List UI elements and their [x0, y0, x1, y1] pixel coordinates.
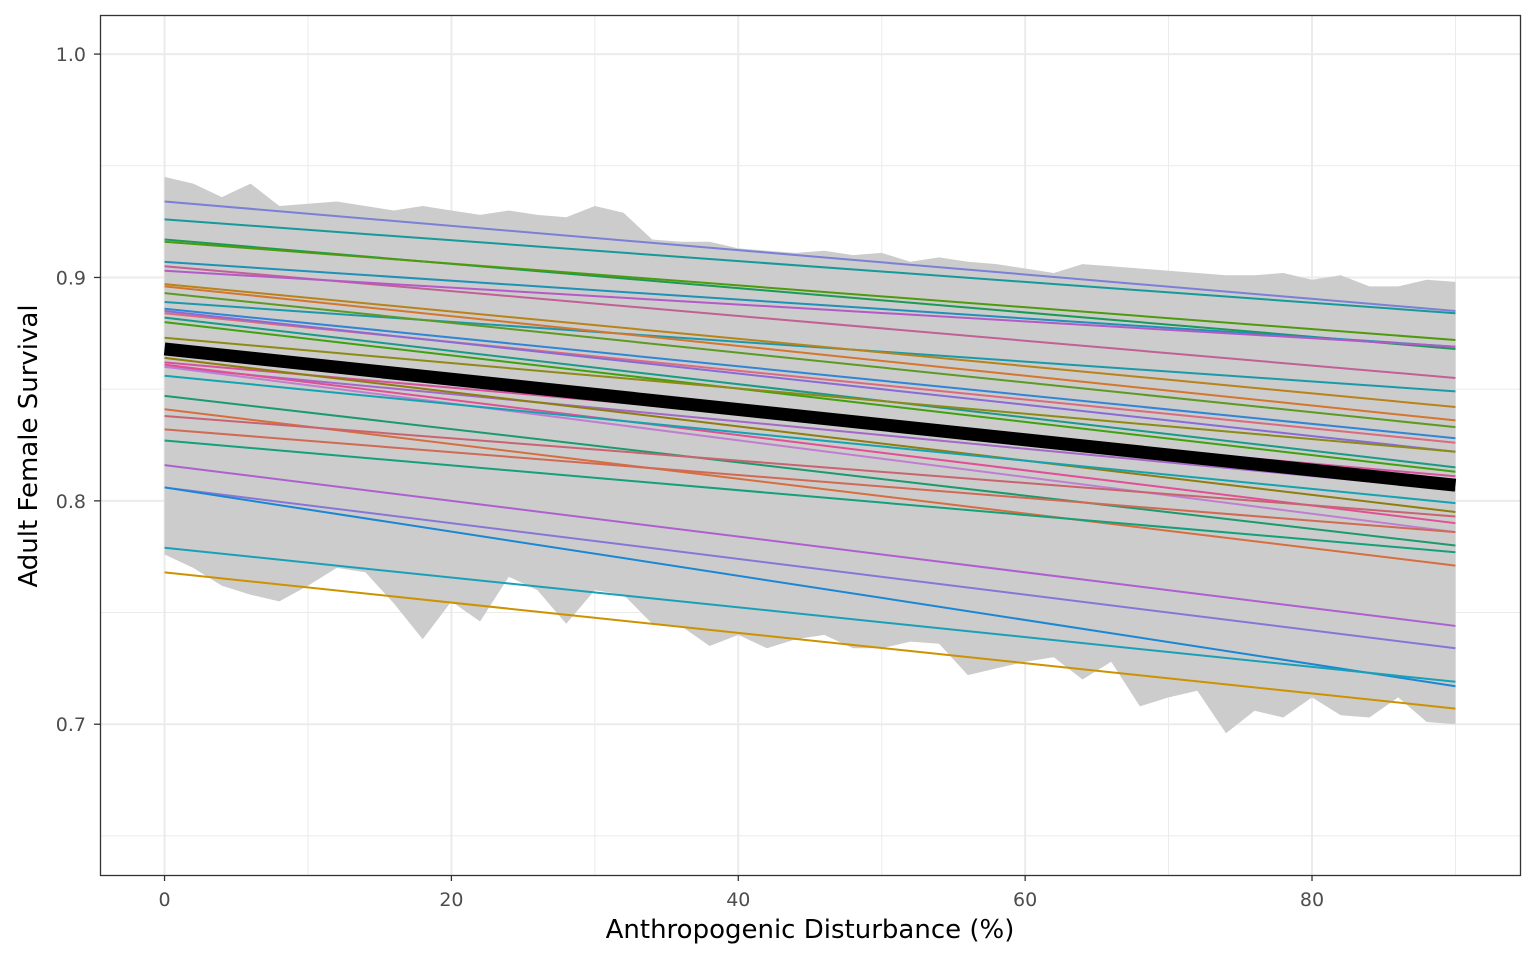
series-line-31 — [164, 486, 1456, 688]
series-line-1 — [164, 200, 1456, 312]
series-line-9 — [164, 283, 1456, 409]
mean-line-group — [163, 342, 1457, 492]
series-line-15 — [164, 316, 1456, 469]
series-line-5 — [164, 260, 1456, 348]
series-lines — [164, 200, 1456, 710]
axis-ticks: 0 20 40 60 80 0.7 0.8 0.9 1.0 — [56, 44, 1324, 911]
x-axis-title: Anthropogenic Disturbance (%) — [606, 915, 1015, 945]
series-line-4 — [164, 240, 1456, 342]
y-tick-label: 0.9 — [56, 267, 86, 289]
series-line-22 — [164, 365, 1456, 534]
mean-line — [163, 342, 1457, 492]
x-tick-label: 0 — [158, 889, 170, 911]
x-tick-label: 60 — [1013, 889, 1037, 911]
y-tick-label: 0.7 — [56, 714, 86, 736]
y-axis-title: Adult Female Survival — [14, 304, 44, 587]
series-line-30 — [164, 486, 1456, 650]
series-line-12 — [164, 307, 1456, 440]
series-line-20 — [164, 356, 1456, 514]
series-line-10 — [164, 285, 1456, 422]
series-line-11 — [164, 292, 1456, 429]
series-line-16 — [164, 321, 1456, 473]
x-tick-label: 20 — [439, 889, 463, 911]
series-line-14 — [164, 309, 1456, 453]
series-line-19 — [164, 365, 1456, 491]
x-tick-label: 40 — [726, 889, 750, 911]
x-tick-label: 80 — [1300, 889, 1324, 911]
series-line-32 — [164, 546, 1456, 683]
series-line-26 — [164, 414, 1456, 518]
y-tick-label: 0.8 — [56, 491, 86, 513]
series-line-28 — [164, 439, 1456, 554]
series-line-25 — [164, 408, 1456, 567]
series-line-23 — [164, 374, 1456, 505]
series-line-24 — [164, 394, 1456, 547]
series-line-7 — [164, 269, 1456, 348]
plot-panel-border — [99, 14, 1522, 877]
series-line-8 — [164, 301, 1456, 393]
y-tick-label: 1.0 — [56, 44, 86, 66]
series-line-29 — [164, 464, 1456, 627]
series-line-33 — [164, 571, 1456, 710]
series-line-17 — [164, 336, 1456, 453]
series-line-2 — [164, 218, 1456, 315]
series-line-21 — [164, 363, 1456, 525]
series-line-27 — [164, 428, 1456, 534]
series-line-6 — [164, 265, 1456, 379]
